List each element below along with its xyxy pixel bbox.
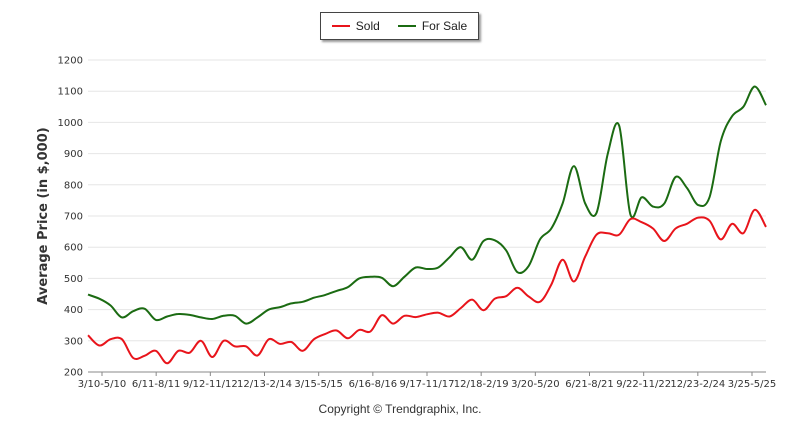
axes [88,371,766,376]
legend-label-for-sale: For Sale [421,19,468,33]
y-tick-label: 1100 [58,87,83,98]
x-tick-label: 3/15-5/15 [294,379,343,390]
legend-swatch-sold [331,25,350,27]
y-tick-label: 300 [64,336,83,347]
x-tick-label: 9/12-11/12 [183,379,238,390]
x-tick-label: 6/16-8/16 [349,379,398,390]
legend-item-sold[interactable]: Sold [331,19,380,33]
legend-item-for-sale[interactable]: For Sale [397,19,468,33]
series-line-for-sale [87,85,767,325]
x-tick-label: 12/18-2/19 [454,379,509,390]
x-tick-labels: 3/10-5/10 6/11-8/11 9/12-11/12 12/13-2/14 3/… [78,379,777,390]
y-tick-label: 700 [64,212,83,223]
x-tick-label: 6/11-8/11 [132,379,181,390]
x-tick-label: 6/21-8/21 [565,379,614,390]
x-tick-label: 9/17-11/17 [400,379,455,390]
y-tick-label: 1000 [58,118,83,129]
grid-lines [88,59,766,342]
y-tick-label: 400 [64,305,83,316]
y-tick-label: 1200 [58,56,83,67]
copyright-text: Copyright © Trendgraphix, Inc. [318,402,482,416]
legend-swatch-for-sale [397,25,416,27]
y-tick-labels: 200 300 400 500 600 700 800 900 1000 1100 1200 [58,56,83,379]
y-tick-label: 600 [64,243,83,254]
y-tick-label: 900 [64,149,83,160]
x-tick-label: 3/20-5/20 [511,379,560,390]
y-tick-label: 200 [64,368,83,379]
legend-label-sold: Sold [355,19,380,33]
y-tick-label: 500 [64,274,83,285]
x-tick-label: 3/10-5/10 [78,379,127,390]
x-tick-label: 9/22-11/22 [616,379,671,390]
y-tick-label: 800 [64,180,83,191]
series-lines [87,85,767,365]
x-tick-label: 12/23-2/24 [670,379,725,390]
legend: Sold For Sale [320,12,479,40]
x-tick-label: 3/25-5/25 [728,379,777,390]
y-axis-label: Average Price (in $,000) [36,127,51,304]
series-line-sold [87,208,767,365]
x-tick-label: 12/13-2/14 [237,379,292,390]
